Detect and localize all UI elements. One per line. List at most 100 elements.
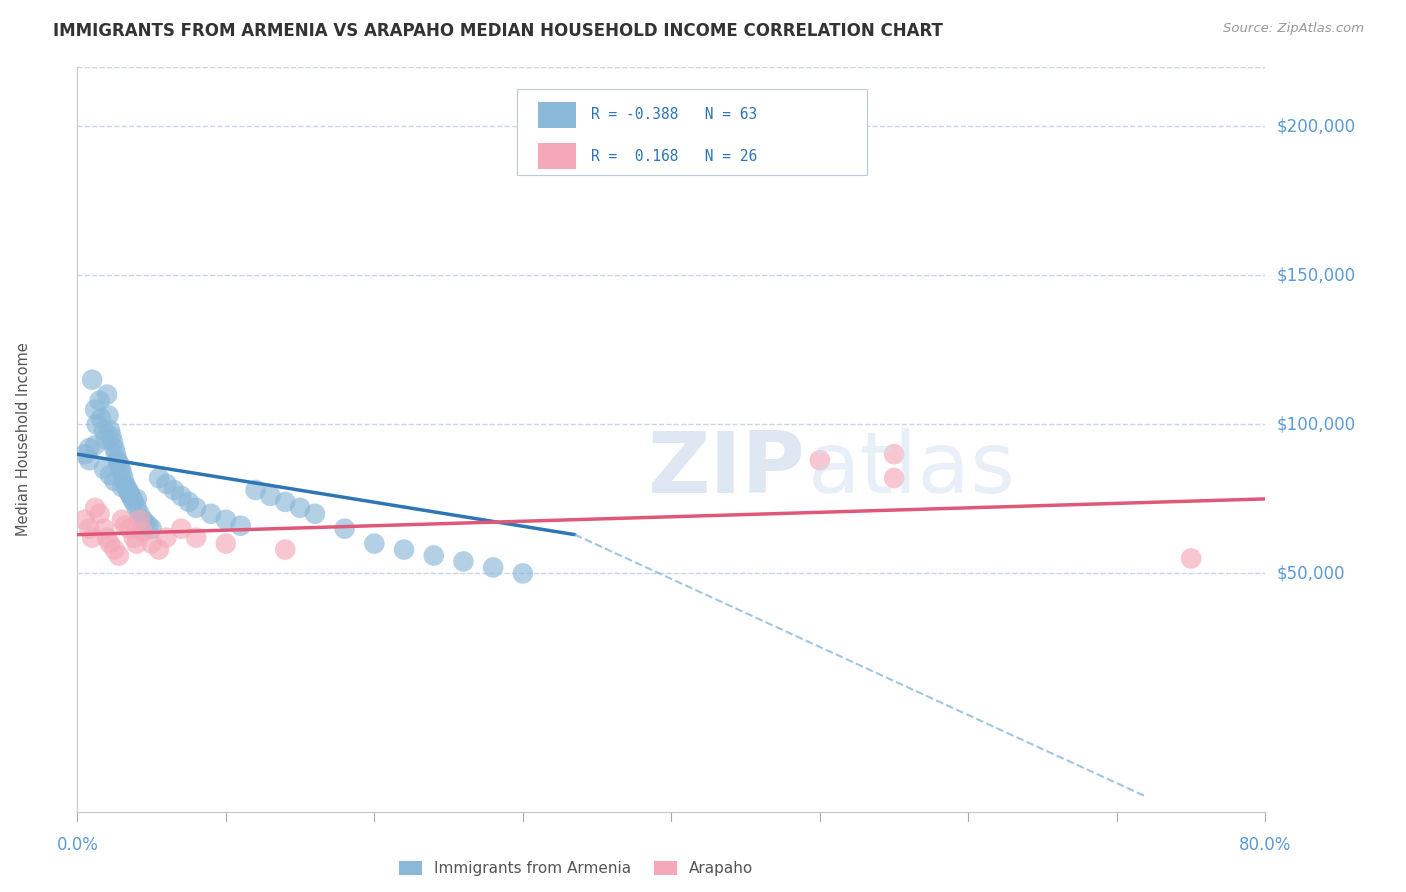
- Point: [89, 507, 111, 521]
- FancyBboxPatch shape: [538, 102, 576, 128]
- Point: [259, 489, 281, 503]
- Point: [118, 522, 141, 536]
- Point: [422, 549, 444, 563]
- FancyBboxPatch shape: [538, 144, 576, 169]
- Point: [73, 447, 96, 461]
- Point: [110, 462, 132, 476]
- Point: [245, 483, 267, 497]
- Point: [288, 500, 311, 515]
- Point: [163, 483, 186, 497]
- Point: [77, 442, 100, 456]
- Point: [883, 471, 905, 485]
- Point: [98, 468, 121, 483]
- Point: [86, 417, 108, 432]
- Point: [108, 456, 131, 470]
- Point: [93, 522, 115, 536]
- Text: $100,000: $100,000: [1277, 416, 1355, 434]
- Point: [453, 554, 475, 568]
- Point: [512, 566, 534, 581]
- Point: [118, 486, 141, 500]
- Point: [131, 524, 153, 539]
- Point: [883, 447, 905, 461]
- Point: [93, 462, 115, 476]
- Text: $200,000: $200,000: [1277, 118, 1355, 136]
- Point: [111, 513, 134, 527]
- Point: [96, 531, 118, 545]
- Point: [128, 507, 150, 521]
- Point: [82, 531, 104, 545]
- Text: IMMIGRANTS FROM ARMENIA VS ARAPAHO MEDIAN HOUSEHOLD INCOME CORRELATION CHART: IMMIGRANTS FROM ARMENIA VS ARAPAHO MEDIA…: [53, 22, 943, 40]
- Text: ZIP: ZIP: [648, 427, 806, 510]
- Text: Source: ZipAtlas.com: Source: ZipAtlas.com: [1223, 22, 1364, 36]
- Point: [122, 495, 145, 509]
- Point: [1180, 551, 1202, 566]
- Point: [98, 423, 121, 437]
- Point: [100, 429, 122, 443]
- Point: [125, 491, 148, 506]
- Point: [103, 542, 125, 557]
- Point: [141, 536, 163, 550]
- Point: [170, 522, 193, 536]
- Point: [96, 387, 118, 401]
- Point: [186, 500, 208, 515]
- Text: $150,000: $150,000: [1277, 267, 1355, 285]
- Point: [363, 536, 385, 550]
- Point: [107, 453, 129, 467]
- Point: [111, 465, 134, 479]
- Point: [114, 518, 136, 533]
- Point: [118, 486, 141, 500]
- Point: [141, 522, 163, 536]
- Point: [186, 531, 208, 545]
- Point: [122, 531, 145, 545]
- Point: [135, 516, 157, 530]
- Point: [77, 522, 100, 536]
- Point: [170, 489, 193, 503]
- Point: [125, 536, 148, 550]
- Point: [392, 542, 415, 557]
- Point: [98, 536, 121, 550]
- Point: [84, 500, 107, 515]
- Point: [148, 471, 170, 485]
- Legend: Immigrants from Armenia, Arapaho: Immigrants from Armenia, Arapaho: [392, 855, 759, 882]
- Point: [115, 480, 138, 494]
- Point: [304, 507, 326, 521]
- Point: [274, 495, 297, 509]
- Point: [108, 549, 131, 563]
- Text: 0.0%: 0.0%: [56, 836, 98, 854]
- Point: [93, 423, 115, 437]
- Point: [89, 393, 111, 408]
- Point: [215, 513, 238, 527]
- Point: [103, 474, 125, 488]
- Point: [111, 480, 134, 494]
- Point: [229, 518, 252, 533]
- Point: [155, 477, 177, 491]
- Point: [101, 435, 124, 450]
- Text: R = -0.388   N = 63: R = -0.388 N = 63: [591, 107, 756, 122]
- Point: [215, 536, 238, 550]
- Point: [104, 447, 127, 461]
- Point: [131, 513, 153, 527]
- Point: [82, 373, 104, 387]
- Point: [177, 495, 200, 509]
- Point: [121, 491, 143, 506]
- Point: [90, 411, 112, 425]
- Point: [73, 513, 96, 527]
- Point: [84, 402, 107, 417]
- Text: Median Household Income: Median Household Income: [17, 343, 31, 536]
- Text: atlas: atlas: [808, 427, 1017, 510]
- Point: [155, 531, 177, 545]
- FancyBboxPatch shape: [517, 89, 868, 175]
- Point: [112, 471, 135, 485]
- Point: [117, 483, 139, 497]
- Point: [128, 513, 150, 527]
- Point: [482, 560, 505, 574]
- Point: [120, 489, 142, 503]
- Text: 80.0%: 80.0%: [1239, 836, 1292, 854]
- Text: $50,000: $50,000: [1277, 565, 1346, 582]
- Point: [94, 433, 117, 447]
- Point: [114, 477, 136, 491]
- Point: [125, 500, 148, 515]
- Point: [77, 453, 100, 467]
- Point: [200, 507, 222, 521]
- Point: [274, 542, 297, 557]
